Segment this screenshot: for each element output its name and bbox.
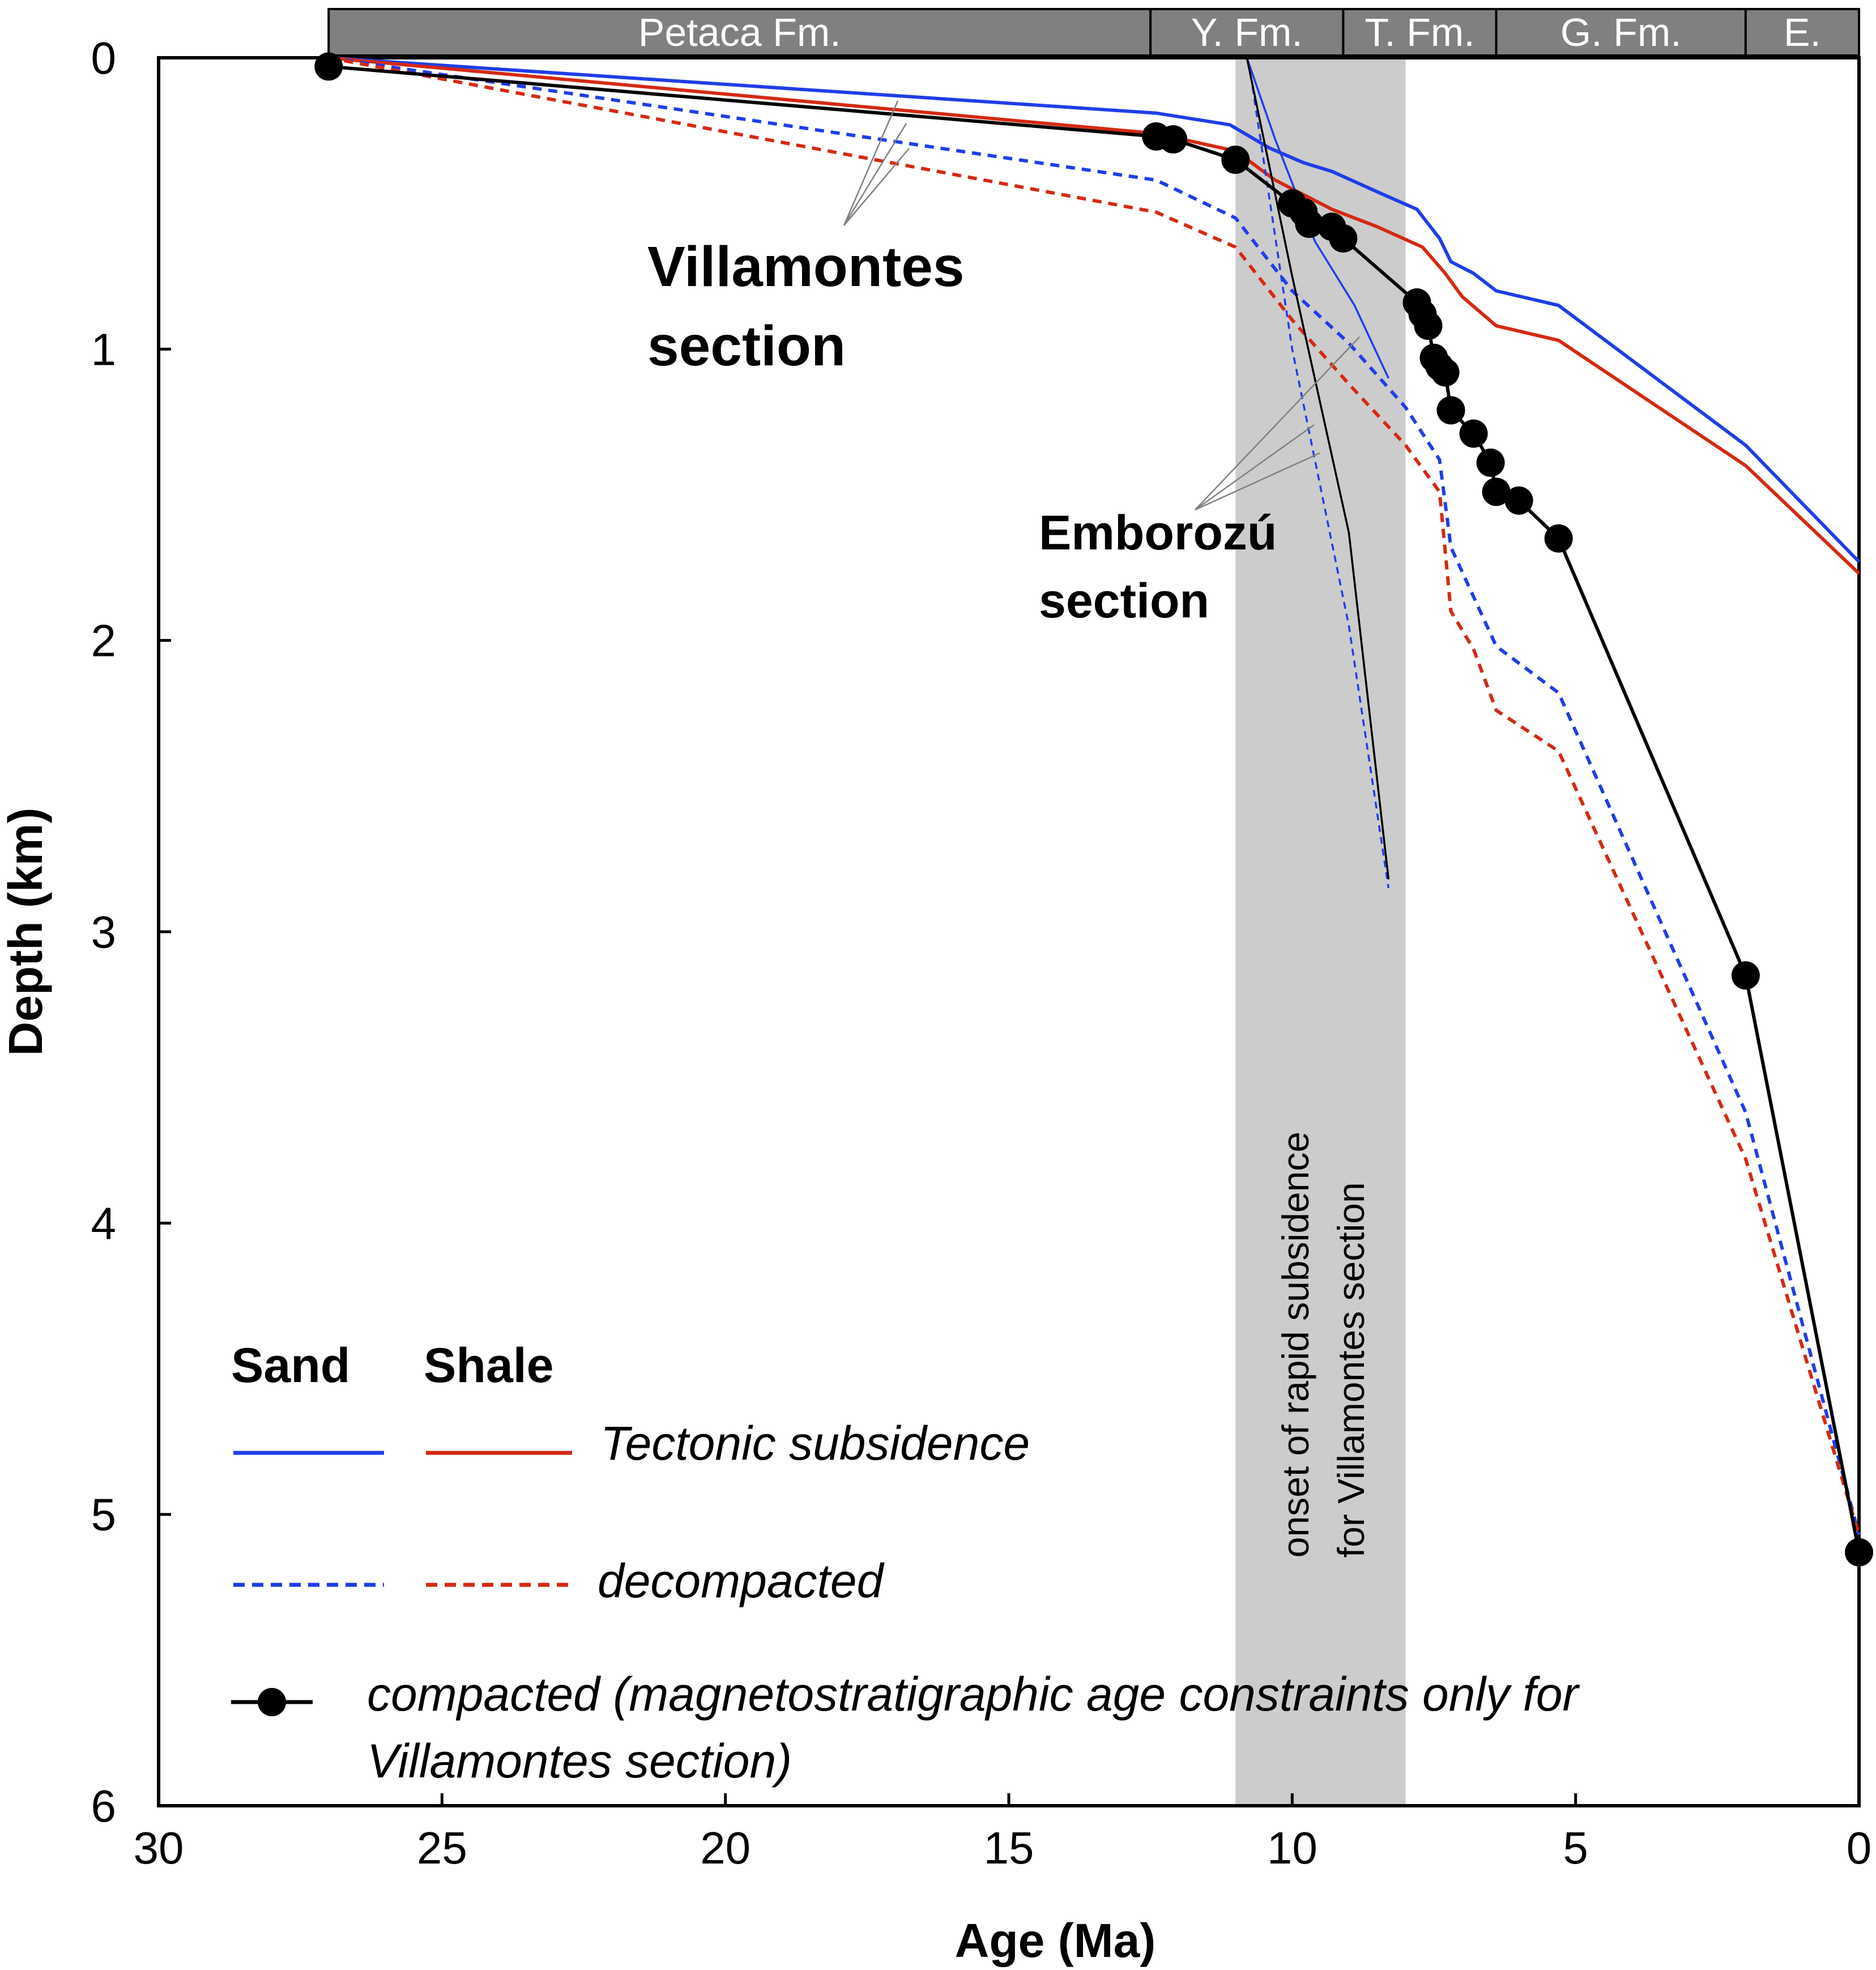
compacted-point: [1504, 486, 1533, 515]
emborozu-label-line1: Emborozú: [1039, 506, 1277, 560]
x-tick-label: 0: [1847, 1823, 1872, 1873]
x-tick-label: 30: [134, 1823, 184, 1873]
legend-compacted-label-line2: Villamontes section): [367, 1734, 792, 1788]
y-tick-label: 5: [91, 1490, 117, 1540]
compacted-point: [1482, 477, 1511, 506]
compacted-point: [1544, 524, 1573, 553]
compacted-point: [1459, 419, 1488, 448]
x-tick-label: 25: [417, 1823, 467, 1873]
formation-box: [1744, 8, 1861, 57]
series-line: Emborozú decompacted (sand): [1251, 87, 1390, 889]
villamontes-label-line1: Villamontes: [647, 235, 964, 299]
compacted-markers: [314, 52, 1873, 1567]
band-label-line2: for Villamontes section: [1330, 1182, 1372, 1558]
compacted-point: [1436, 396, 1465, 425]
series-lines: Villamontes tectonic subsidence (sand)Vi…: [328, 56, 1861, 1553]
x-tick-label: 10: [1267, 1823, 1318, 1873]
y-tick-label: 2: [91, 616, 117, 666]
formation-label: E.: [1784, 10, 1821, 54]
rapid-subsidence-band: [1235, 58, 1406, 1806]
x-axis-title: Age (Ma): [955, 1914, 1156, 1967]
formation-box: [327, 8, 1152, 57]
x-tick-label: 5: [1563, 1823, 1588, 1873]
legend-shale-header: Shale: [424, 1338, 553, 1393]
series-line: Villamontes decompacted (shale): [328, 56, 1861, 1536]
series-line: Villamontes compacted: [328, 65, 1861, 1553]
series-line: Villamontes tectonic subsidence (shale): [328, 56, 1861, 575]
compacted-point: [1731, 961, 1760, 990]
compacted-point: [1845, 1538, 1873, 1567]
formation-label: Petaca Fm.: [638, 10, 841, 54]
legend: Sand Shale Tectonic subsidence decompact…: [231, 1338, 1580, 1788]
y-tick-label: 4: [91, 1198, 117, 1248]
villamontes-leader-lines: [843, 100, 910, 226]
plot-frame: [157, 56, 1861, 1807]
y-tick-label: 1: [91, 324, 117, 374]
compacted-point: [1295, 210, 1324, 238]
formation-label: T. Fm.: [1365, 10, 1474, 54]
y-tick-label: 6: [91, 1781, 117, 1831]
series-line: Villamontes decompacted (sand): [328, 56, 1861, 1536]
series-line: Emborozú compacted: [1246, 57, 1390, 880]
legend-decompacted-label: decompacted: [598, 1554, 885, 1607]
compacted-point: [1329, 224, 1358, 253]
series-line: Villamontes tectonic subsidence (sand): [328, 56, 1861, 563]
legend-compacted-label-line1: compacted (magnetostratigraphic age cons…: [367, 1668, 1580, 1721]
compacted-point: [1431, 358, 1460, 387]
legend-compacted-marker: [258, 1688, 286, 1716]
series-line: Emborozú tectonic subsidence (sand): [1246, 57, 1389, 379]
compacted-point: [1221, 146, 1250, 174]
band-label-group: onset of rapid subsidence for Villamonte…: [1274, 1132, 1372, 1558]
y-tick-label: 0: [91, 33, 117, 83]
axis-ticks: 30 25 20 15 10 5 0 0 1 2 3 4 5 6: [91, 33, 1872, 1873]
formation-label: Y. Fm.: [1191, 10, 1303, 54]
formation-box: [1342, 8, 1498, 57]
formation-label: G. Fm.: [1561, 10, 1682, 54]
legend-sand-header: Sand: [231, 1338, 350, 1393]
x-tick-label: 20: [700, 1823, 751, 1873]
emborozu-label-line2: section: [1039, 574, 1209, 628]
y-tick-label: 3: [91, 907, 117, 957]
compacted-point: [314, 52, 343, 81]
x-tick-label: 15: [984, 1823, 1034, 1873]
y-axis-title: Depth (km): [0, 808, 52, 1056]
legend-tectonic-label: Tectonic subsidence: [600, 1417, 1030, 1470]
band-label-line1: onset of rapid subsidence: [1274, 1132, 1316, 1558]
formation-bar: Petaca Fm. Y. Fm. T. Fm. G. Fm. E.: [327, 8, 1861, 57]
compacted-point: [1476, 448, 1505, 477]
compacted-point: [1414, 312, 1443, 340]
villamontes-label-line2: section: [647, 314, 846, 378]
formation-box: [1149, 8, 1345, 57]
compacted-point: [1159, 125, 1188, 154]
emborozu-leader-lines: [1195, 336, 1360, 511]
